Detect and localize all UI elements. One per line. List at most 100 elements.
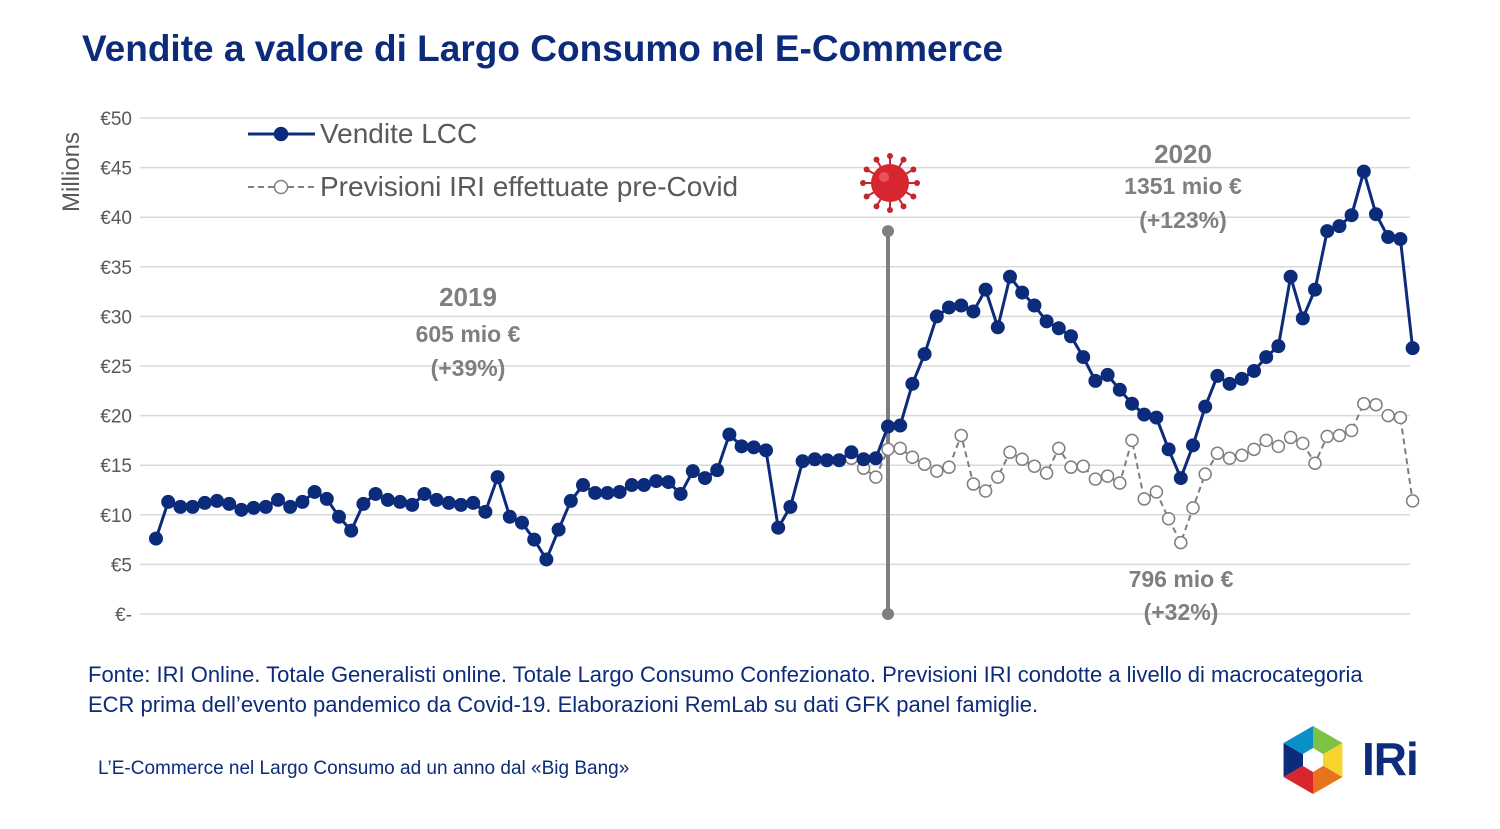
virus-spike-tip — [914, 180, 920, 186]
sales-point — [393, 494, 407, 509]
sales-point — [1393, 232, 1408, 247]
sales-point — [1405, 341, 1420, 356]
sales-point — [661, 475, 676, 490]
sales-point — [563, 493, 578, 508]
forecast-point — [881, 442, 895, 457]
forecast-point — [1210, 446, 1225, 461]
logo-facet — [1313, 743, 1343, 777]
forecast-point — [1308, 456, 1322, 470]
y-axis: €- €5 €10 €15 €20 €25 €30 €35 €40 €45 €50 — [100, 109, 132, 626]
y-tick-label: €30 — [100, 307, 132, 328]
sales-point — [710, 463, 725, 478]
forecast-point — [1137, 492, 1151, 506]
sales-point — [990, 320, 1005, 335]
legend-label: Vendite LCC — [320, 118, 477, 149]
sales-point — [185, 499, 200, 514]
forecast-point — [1174, 535, 1188, 550]
forecast-point — [1088, 472, 1103, 486]
sales-point — [734, 439, 749, 454]
sales-point — [1051, 321, 1066, 336]
forecast-point — [978, 484, 993, 498]
source-note: Fonte: IRI Online. Totale Generalisti on… — [88, 662, 1363, 717]
sales-point — [149, 531, 163, 546]
sales-point — [502, 509, 517, 524]
forecast-point — [1344, 423, 1359, 438]
forecast-point — [991, 470, 1005, 484]
sales-point — [466, 495, 481, 510]
forecast-point — [1320, 429, 1334, 444]
virus-spike-tip — [900, 203, 907, 210]
sales-point — [1186, 438, 1200, 453]
sales-point — [1161, 442, 1176, 457]
sales-point — [612, 484, 627, 499]
annotations: 2019 605 mio € (+39%) 2020 1351 mio € (+123%)… — [416, 139, 1242, 625]
logo-facet — [1313, 726, 1343, 760]
annotation-y2020: (+123%) — [1139, 207, 1227, 233]
sales-point — [1088, 373, 1103, 388]
forecast-point — [1283, 430, 1298, 445]
chart-series — [149, 164, 1420, 567]
sales-point — [1125, 396, 1139, 411]
sales-point — [454, 497, 468, 512]
sales-point — [856, 452, 871, 467]
sales-point — [295, 494, 310, 509]
logo-facet — [1313, 760, 1343, 794]
sales-point — [1076, 350, 1091, 365]
sales-point — [173, 499, 188, 514]
forecast-point — [905, 450, 920, 465]
sales-point — [210, 493, 224, 508]
sales-point — [1247, 363, 1261, 378]
y-tick-label: €50 — [100, 109, 132, 130]
sales-point — [1320, 224, 1335, 239]
forecast-point — [1332, 428, 1347, 443]
virus-spike-tip — [873, 156, 880, 163]
sales-point — [844, 445, 859, 460]
forecast-point — [1125, 433, 1139, 448]
sales-point — [746, 440, 761, 455]
sales-point — [380, 492, 395, 507]
sales-point — [258, 499, 273, 514]
forecast-point — [893, 441, 907, 456]
sales-point — [490, 470, 505, 485]
annotation-y2020: 2020 — [1154, 139, 1212, 169]
sales-point — [1259, 350, 1274, 365]
sales-point — [1222, 376, 1237, 391]
forecast-point — [1357, 396, 1371, 411]
virus-spike-tip — [860, 180, 866, 186]
y-tick-label: €20 — [100, 407, 132, 428]
virus-spike-tip — [887, 153, 893, 159]
forecast-point — [1369, 397, 1383, 412]
y-tick-label: €45 — [100, 159, 132, 180]
sales-point — [441, 495, 456, 510]
sales-point — [917, 347, 932, 362]
virus-spike-tip — [910, 166, 917, 173]
sales-point — [1137, 407, 1152, 422]
sales-point — [795, 454, 810, 469]
sales-point — [1112, 382, 1127, 397]
sales-point — [588, 485, 603, 500]
sales-point — [759, 443, 773, 458]
forecast-point — [1100, 469, 1115, 483]
sales-point — [807, 452, 822, 467]
sales-point — [1369, 207, 1383, 222]
virus-spike-tip — [887, 207, 893, 213]
logo-facet — [1283, 743, 1313, 777]
sales-point — [161, 494, 176, 509]
sales-point — [722, 427, 737, 442]
forecast-point — [1259, 433, 1273, 448]
sales-point — [344, 523, 359, 538]
sales-point — [246, 500, 261, 515]
legend-marker — [273, 179, 289, 195]
sales-point — [1295, 311, 1310, 326]
logo-facet — [1283, 760, 1313, 794]
sales-point — [929, 309, 944, 324]
forecast-point — [1186, 501, 1200, 515]
sales-point — [222, 496, 237, 511]
annotation-y2019: (+39%) — [431, 355, 506, 381]
forecast-point — [1113, 476, 1127, 490]
sales-point — [527, 532, 542, 547]
sales-point — [368, 486, 383, 501]
sales-point — [1039, 314, 1054, 329]
sales-point — [417, 486, 432, 501]
sales-point — [868, 451, 883, 466]
